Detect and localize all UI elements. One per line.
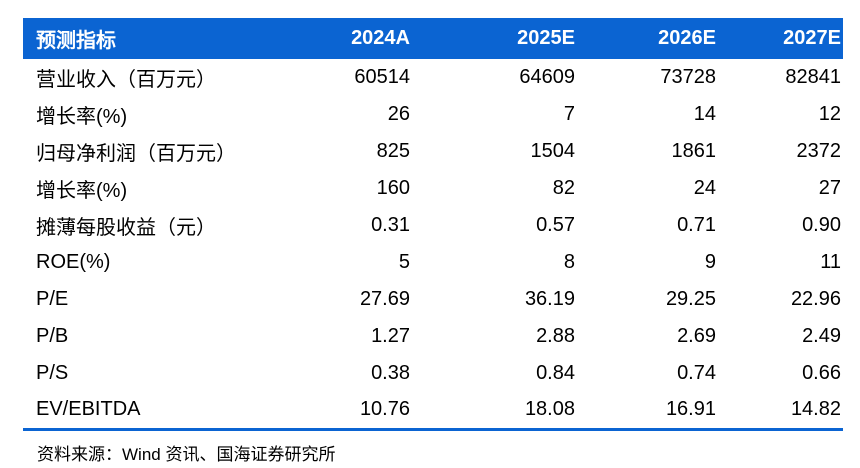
- row-value: 18.08: [524, 398, 575, 421]
- row-value: 2.88: [536, 325, 575, 347]
- table-header-row: 预测指标 2024A 2025E 2026E 2027E: [23, 18, 843, 59]
- row-value: 60514: [354, 66, 410, 88]
- row-value: 2372: [796, 140, 842, 162]
- row-value: 14.82: [790, 398, 841, 421]
- table-body: 营业收入（百万元） 60514 64609 73728 82841 增长率(%)…: [23, 59, 843, 429]
- row-value: 36.19: [524, 288, 575, 310]
- table-row: 增长率(%) 26 7 14 12: [23, 96, 843, 133]
- table-row: 摊薄每股收益（元） 0.31 0.57 0.71 0.90: [23, 207, 843, 244]
- row-label: 增长率(%): [36, 106, 128, 128]
- row-value: 10.76: [359, 398, 410, 421]
- row-value: 0.38: [371, 362, 410, 384]
- table-row: EV/EBITDA 10.76 18.08 16.91 14.82: [23, 392, 843, 429]
- row-value: 22.96: [790, 288, 841, 310]
- row-value: 29.25: [665, 288, 716, 310]
- row-value: 0.66: [802, 362, 841, 384]
- header-col-2027e: 2027E: [718, 18, 843, 59]
- header-col-2025e: 2025E: [412, 18, 577, 59]
- row-value: 0.57: [536, 214, 575, 236]
- table-row: 增长率(%) 160 82 24 27: [23, 170, 843, 207]
- row-value: 2.49: [802, 325, 841, 347]
- table-row: P/B 1.27 2.88 2.69 2.49: [23, 318, 843, 355]
- row-value: 82: [552, 177, 575, 199]
- header-col-2026e: 2026E: [577, 18, 718, 59]
- row-label: P/B: [36, 325, 69, 347]
- row-value: 160: [376, 177, 410, 199]
- row-value: 1.27: [371, 325, 410, 347]
- row-value: 9: [704, 251, 716, 273]
- row-label: EV/EBITDA: [36, 398, 141, 421]
- row-value: 0.84: [536, 362, 575, 384]
- row-value: 7: [563, 103, 575, 125]
- source-note: 资料来源：Wind 资讯、国海证券研究所: [37, 444, 336, 464]
- table-row: P/S 0.38 0.84 0.74 0.66: [23, 355, 843, 392]
- row-value: 12: [818, 103, 841, 125]
- row-label: 营业收入（百万元）: [36, 69, 216, 91]
- row-label: P/S: [36, 362, 69, 384]
- row-label: 增长率(%): [36, 180, 128, 202]
- row-value: 0.90: [802, 214, 841, 236]
- table-row: 归母净利润（百万元） 825 1504 1861 2372: [23, 133, 843, 170]
- table-row: ROE(%) 5 8 9 11: [23, 244, 843, 281]
- row-value: 0.74: [677, 362, 716, 384]
- header-metric-label: 预测指标: [23, 18, 263, 59]
- row-value: 1861: [671, 140, 717, 162]
- row-value: 73728: [660, 66, 716, 88]
- row-value: 27.69: [359, 288, 410, 310]
- forecast-table: 预测指标 2024A 2025E 2026E 2027E 营业收入（百万元） 6…: [23, 18, 843, 431]
- row-value: 24: [693, 177, 716, 199]
- row-value: 1504: [530, 140, 576, 162]
- row-value: 825: [376, 140, 410, 162]
- row-value: 8: [563, 251, 575, 273]
- row-label: 归母净利润（百万元）: [36, 143, 236, 165]
- row-value: 26: [387, 103, 410, 125]
- row-label: 摊薄每股收益（元）: [36, 217, 216, 239]
- row-value: 0.31: [371, 214, 410, 236]
- row-value: 5: [398, 251, 410, 273]
- row-value: 2.69: [677, 325, 716, 347]
- row-value: 11: [820, 251, 841, 273]
- table-row: 营业收入（百万元） 60514 64609 73728 82841: [23, 59, 843, 96]
- row-value: 27: [818, 177, 841, 199]
- row-label: P/E: [36, 288, 69, 310]
- row-value: 82841: [785, 66, 841, 88]
- row-value: 64609: [519, 66, 575, 88]
- row-value: 16.91: [665, 398, 716, 421]
- row-label: ROE(%): [36, 251, 111, 273]
- header-col-2024a: 2024A: [263, 18, 412, 59]
- table-row: P/E 27.69 36.19 29.25 22.96: [23, 281, 843, 318]
- row-value: 14: [693, 103, 716, 125]
- row-value: 0.71: [677, 214, 716, 236]
